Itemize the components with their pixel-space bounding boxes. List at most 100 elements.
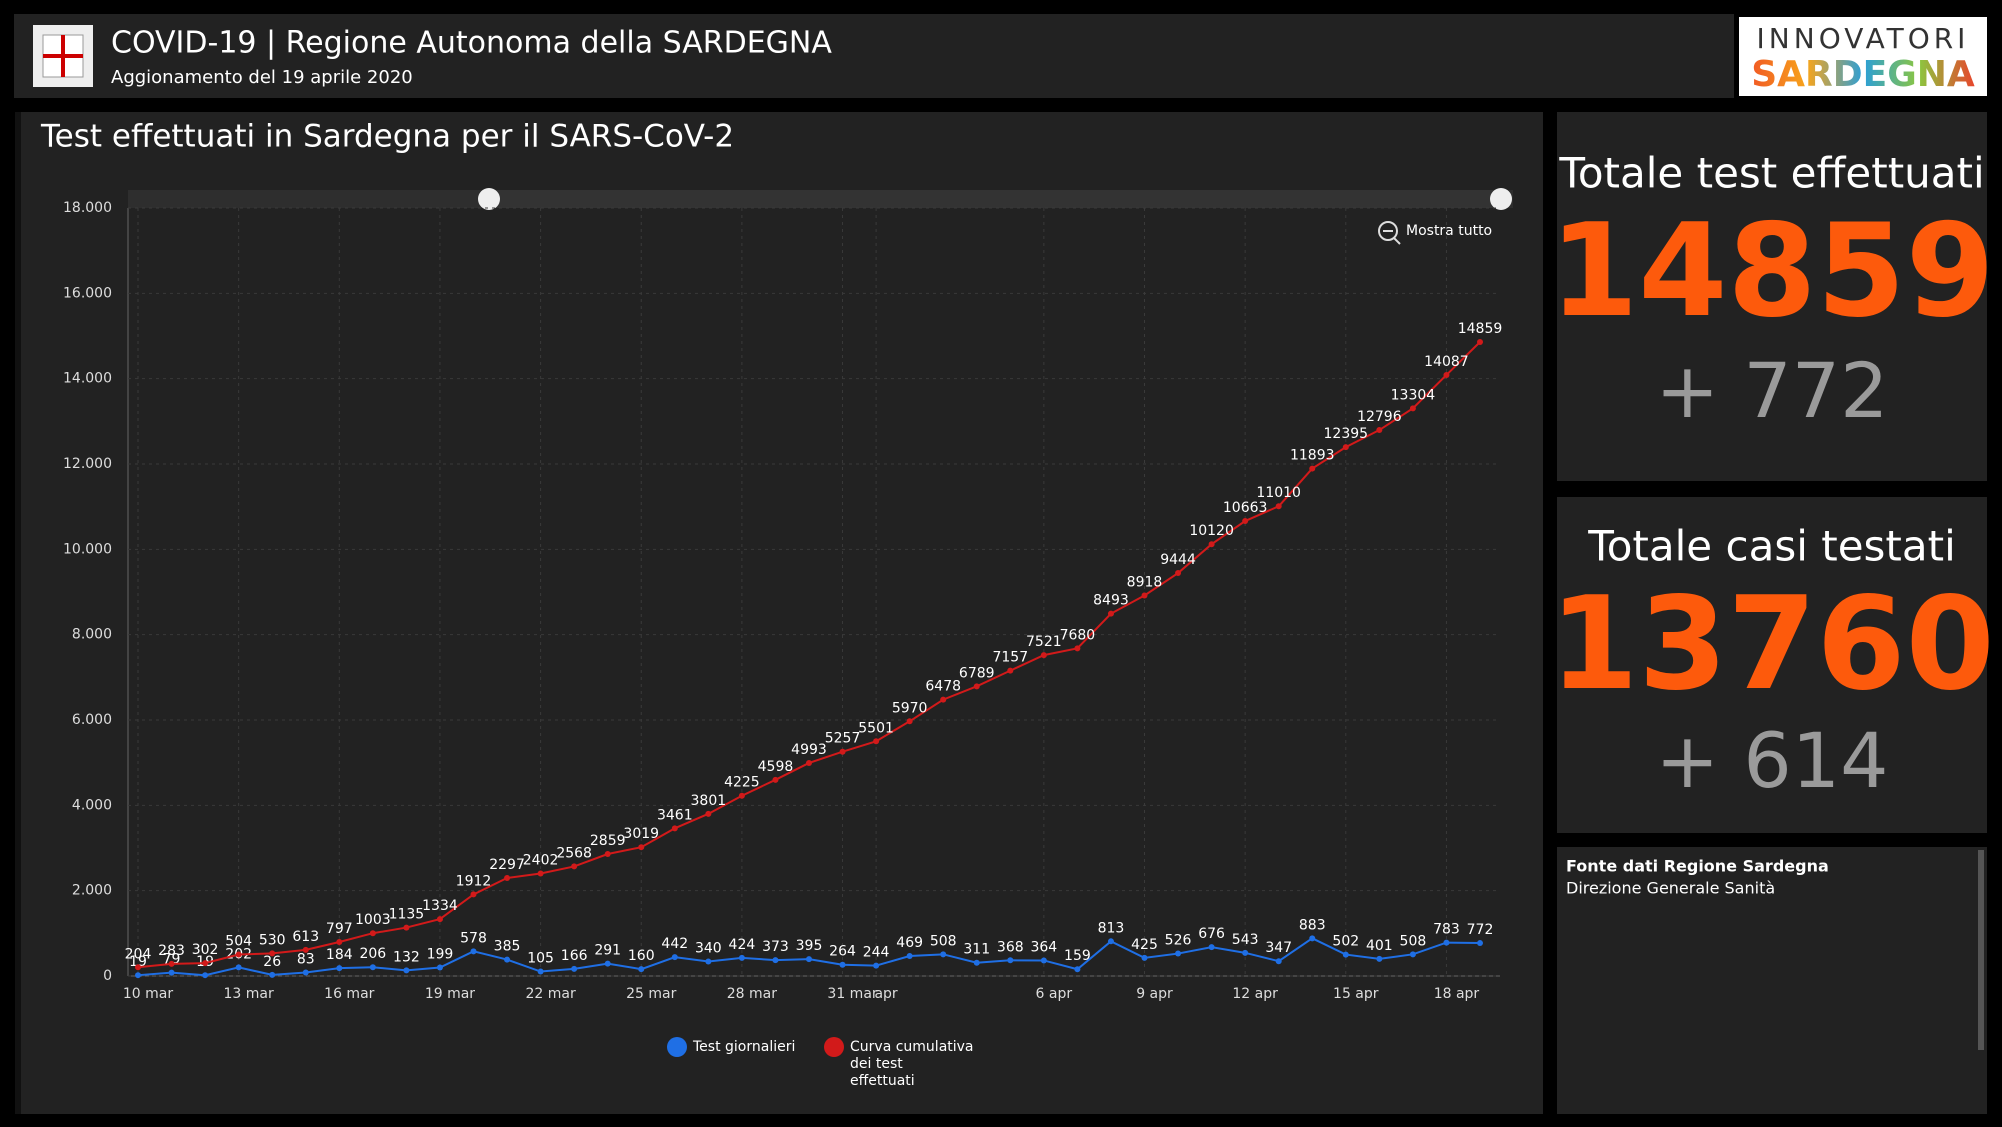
point: [772, 776, 779, 783]
card-total: 14859: [1549, 197, 1994, 346]
data-label: 401: [1366, 938, 1393, 954]
data-label: 364: [1030, 939, 1057, 955]
point: [1141, 592, 1148, 599]
data-label: 12395: [1324, 426, 1369, 442]
panel-edge: [15, 112, 21, 1114]
zoom-reset[interactable]: Mostra tutto: [1378, 221, 1492, 245]
y-tick-label: 18.000: [63, 200, 112, 216]
data-label: 1135: [389, 907, 425, 923]
range-slider[interactable]: [128, 188, 1513, 210]
point: [537, 968, 544, 975]
point: [738, 954, 745, 961]
source-text: Direzione Generale Sanità: [1566, 879, 1775, 898]
data-label: 2402: [523, 853, 559, 869]
point: [1074, 966, 1081, 973]
point: [873, 962, 880, 969]
point: [839, 748, 846, 755]
point: [1007, 667, 1014, 674]
point: [403, 967, 410, 974]
y-tick-label: 0: [103, 968, 112, 984]
data-label: 291: [594, 943, 621, 959]
data-label: 368: [997, 939, 1024, 955]
y-tick-label: 2.000: [72, 883, 112, 899]
point: [202, 972, 209, 979]
y-tick-label: 12.000: [63, 456, 112, 472]
data-label: 1334: [422, 898, 458, 914]
point: [135, 964, 141, 971]
data-label: 9444: [1160, 552, 1196, 568]
point: [1007, 957, 1014, 964]
data-label: 244: [863, 945, 890, 961]
legend-swatch: [824, 1037, 844, 1057]
x-tick-label: 18 apr: [1434, 986, 1480, 1002]
data-label: 5501: [858, 720, 894, 736]
point: [638, 966, 645, 973]
card: [1557, 112, 1987, 481]
point: [806, 956, 812, 963]
point: [470, 891, 477, 898]
legend-swatch: [667, 1037, 687, 1057]
data-label: 676: [1198, 926, 1225, 942]
logo: [1739, 17, 1987, 96]
data-label: 166: [561, 948, 588, 964]
x-tick-label: 9 apr: [1136, 986, 1173, 1002]
point: [940, 951, 947, 958]
point: [839, 961, 846, 968]
data-label: 159: [1064, 948, 1091, 964]
point: [235, 964, 242, 971]
point: [1275, 503, 1282, 510]
scrollbar[interactable]: [1978, 850, 1984, 1050]
data-label: 442: [661, 936, 688, 952]
data-label: 7521: [1026, 634, 1062, 650]
data-label: 4993: [791, 742, 827, 758]
point: [1074, 645, 1081, 652]
y-tick-label: 14.000: [63, 371, 112, 387]
data-label: 13304: [1391, 387, 1436, 403]
data-label: 883: [1299, 917, 1326, 933]
point: [302, 946, 309, 953]
point: [369, 930, 376, 937]
data-label: 5970: [892, 700, 928, 716]
data-label: 508: [930, 933, 957, 949]
point: [1242, 518, 1249, 525]
point: [1175, 950, 1182, 957]
header-subtitle: Aggionamento del 19 aprile 2020: [111, 67, 413, 88]
data-label: 184: [326, 947, 353, 963]
point: [571, 863, 578, 870]
point: [168, 969, 175, 976]
point: [1443, 939, 1450, 946]
point: [269, 971, 276, 978]
zoom-label[interactable]: Mostra tutto: [1406, 223, 1492, 239]
card-title: Totale casi testati: [1587, 522, 1956, 571]
x-tick-label: 22 mar: [525, 986, 575, 1002]
data-label: 8918: [1127, 574, 1163, 590]
data-label: 11010: [1256, 485, 1301, 501]
header-title: COVID-19 | Regione Autonoma della SARDEG…: [111, 26, 832, 61]
y-tick-label: 16.000: [63, 285, 112, 301]
y-tick-label: 10.000: [63, 541, 112, 557]
data-label: 14859: [1458, 321, 1503, 337]
data-label: 395: [796, 938, 823, 954]
data-label: 425: [1131, 937, 1158, 953]
data-label: 105: [527, 951, 554, 967]
point: [973, 683, 980, 690]
data-label: 283: [158, 943, 185, 959]
data-label: 4598: [758, 759, 794, 775]
point: [202, 960, 209, 967]
data-label: 311: [963, 942, 990, 958]
data-label: 508: [1400, 933, 1427, 949]
point: [1208, 944, 1215, 951]
point: [1477, 339, 1483, 346]
data-label: 7680: [1060, 627, 1096, 643]
logo-bottom: SARDEGNA: [1751, 54, 1975, 95]
data-label: 504: [225, 933, 252, 949]
card: [1557, 497, 1987, 833]
point: [1409, 951, 1416, 958]
point: [1040, 957, 1047, 964]
data-label: 4225: [724, 775, 760, 791]
point: [1376, 427, 1383, 434]
point: [269, 950, 276, 957]
point: [638, 844, 645, 851]
legend-label: Curva cumulativa dei test effettuati: [850, 1039, 974, 1089]
point: [738, 792, 745, 799]
